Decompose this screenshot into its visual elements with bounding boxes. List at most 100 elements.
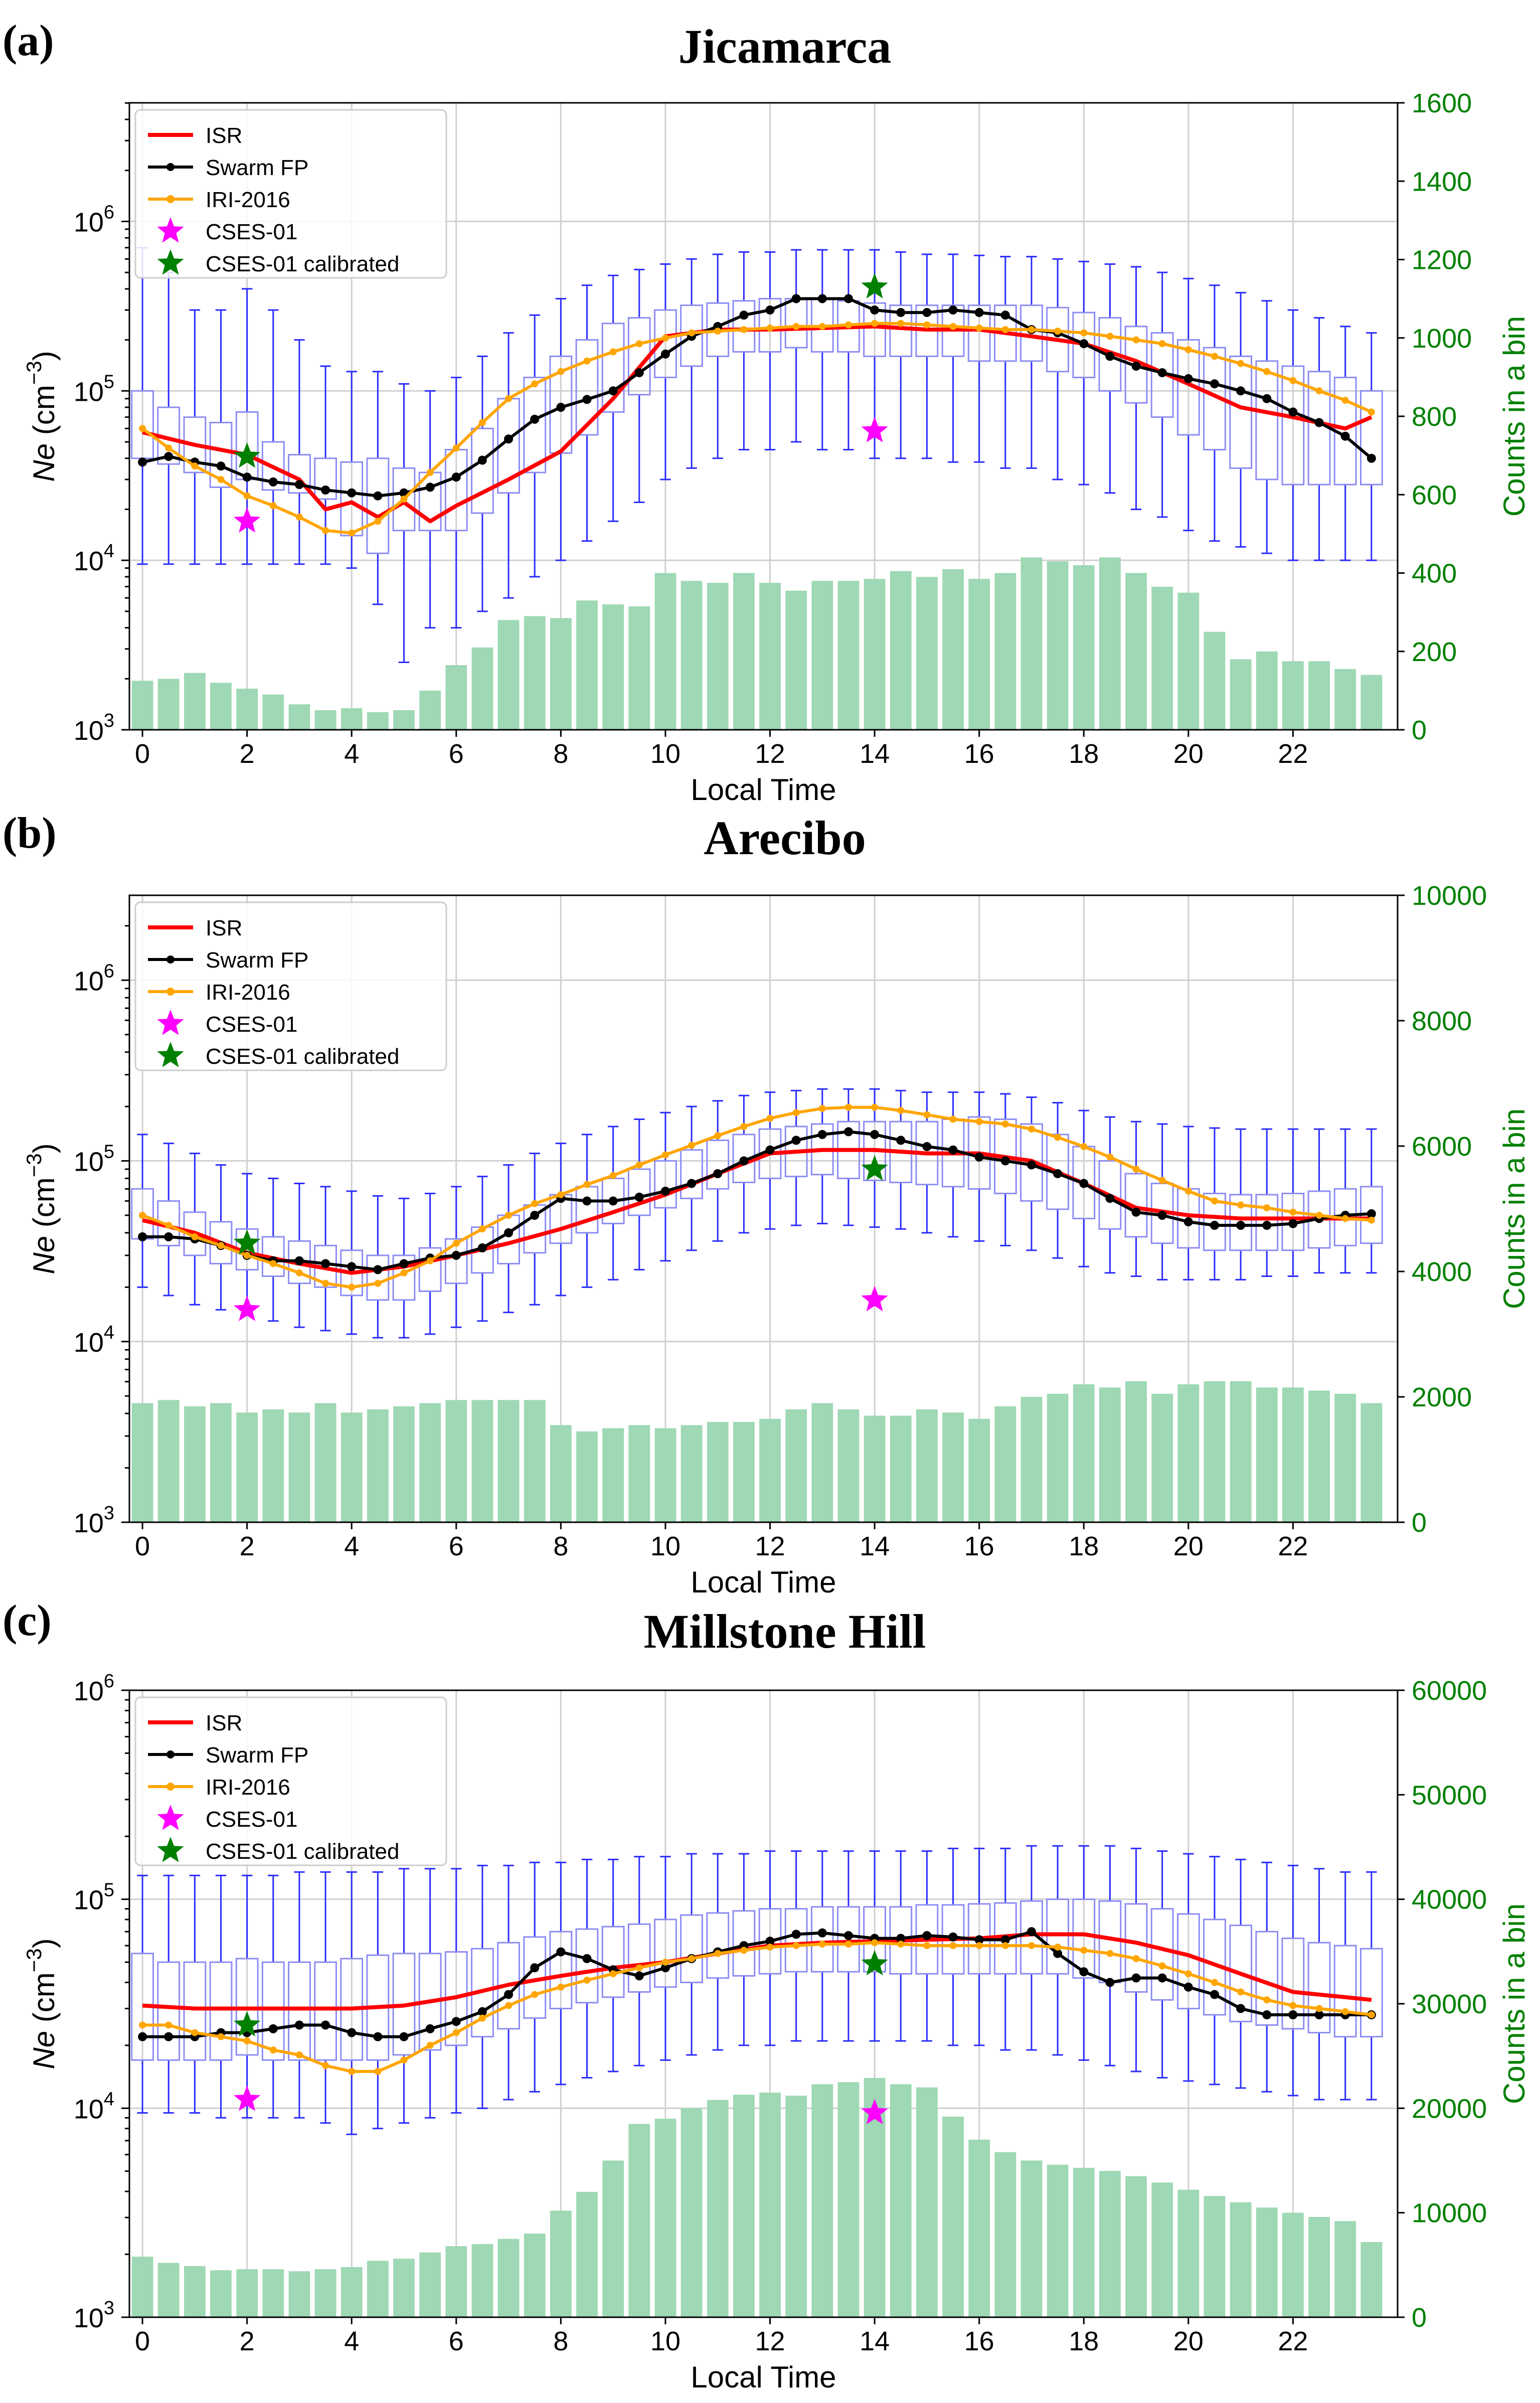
series-point bbox=[740, 1123, 748, 1130]
series-point bbox=[1314, 418, 1324, 427]
legend: ISR Swarm FP IRI-2016 CSES-01 CSES-01 calibr… bbox=[134, 109, 447, 279]
series-point bbox=[138, 2032, 147, 2041]
series-point bbox=[400, 496, 408, 503]
y-tick-label: 103 bbox=[74, 710, 114, 746]
x-tick-label: 2 bbox=[240, 2326, 255, 2356]
x-tick-label: 6 bbox=[449, 2326, 464, 2356]
box-iqr bbox=[1177, 1913, 1200, 2010]
series-point bbox=[975, 1942, 983, 1950]
series-point bbox=[1262, 2010, 1272, 2019]
y-tick-exponent: 5 bbox=[104, 1880, 114, 1901]
y-axis-label-symbol: Ne bbox=[27, 443, 61, 482]
panel-arecibo: (b) Arecibo 0 2 4 6 8 10 12 14 16 18 20 22 Local Tim… bbox=[3, 809, 1531, 1599]
series-line bbox=[142, 1105, 1372, 1289]
series-point bbox=[557, 1191, 565, 1198]
count-bar bbox=[524, 616, 546, 730]
series-point bbox=[374, 2068, 382, 2075]
count-bar bbox=[210, 2270, 232, 2318]
box-iqr bbox=[157, 1961, 181, 2061]
box-plot bbox=[209, 1874, 233, 2119]
count-bar bbox=[968, 2139, 990, 2317]
series-point bbox=[504, 1990, 514, 1999]
series-point bbox=[505, 395, 512, 402]
count-bar bbox=[340, 2267, 363, 2317]
count-bar bbox=[1073, 2168, 1095, 2317]
series-point bbox=[635, 1964, 643, 1972]
count-bar bbox=[811, 2084, 833, 2317]
x-tick-label: 22 bbox=[1278, 739, 1308, 769]
series-point bbox=[845, 1941, 852, 1948]
series-point bbox=[348, 529, 356, 537]
x-tick-label: 12 bbox=[755, 2326, 785, 2356]
count-bar bbox=[471, 2244, 493, 2317]
series-point bbox=[242, 472, 252, 482]
series-point bbox=[1262, 1221, 1272, 1230]
series-point bbox=[1105, 1194, 1115, 1203]
series-point bbox=[1000, 1156, 1010, 1166]
series-point bbox=[477, 2007, 487, 2016]
count-bar bbox=[968, 1418, 990, 1523]
y2-tick-label: 800 bbox=[1412, 402, 1457, 432]
series-point bbox=[896, 1934, 906, 1943]
chart-title: Millstone Hill bbox=[644, 1605, 926, 1658]
box-plot bbox=[183, 1874, 207, 2114]
series-point bbox=[844, 1127, 853, 1137]
series-point bbox=[322, 1279, 329, 1287]
count-bar bbox=[210, 1403, 232, 1522]
series-point bbox=[1236, 1221, 1246, 1230]
series-point bbox=[373, 1265, 383, 1274]
series-point bbox=[1211, 1197, 1218, 1205]
y2-tick-label: 10000 bbox=[1412, 2198, 1487, 2228]
series-point bbox=[975, 325, 983, 332]
series-point bbox=[1158, 340, 1166, 348]
box-iqr bbox=[366, 457, 390, 554]
box-iqr bbox=[1150, 1908, 1174, 2001]
series-point bbox=[609, 348, 617, 356]
box-plot bbox=[288, 1183, 311, 1328]
count-bar bbox=[733, 1422, 755, 1522]
legend-label: Swarm FP bbox=[206, 1743, 308, 1768]
box-plot bbox=[340, 1190, 364, 1335]
series-point bbox=[1288, 1219, 1298, 1228]
box-plot bbox=[967, 254, 991, 463]
series-point bbox=[635, 340, 643, 348]
box-iqr bbox=[810, 1906, 834, 1973]
y2-tick-label: 0 bbox=[1412, 1508, 1427, 1538]
x-tick-label: 10 bbox=[650, 2326, 680, 2356]
y-tick-exponent: 4 bbox=[104, 541, 114, 562]
series-point bbox=[922, 308, 932, 317]
count-bar bbox=[367, 2261, 389, 2317]
count-bar bbox=[340, 1412, 363, 1523]
series-point bbox=[583, 357, 591, 365]
series-point bbox=[504, 434, 514, 444]
x-tick-label: 16 bbox=[964, 1531, 994, 1561]
series-point bbox=[1080, 1947, 1088, 1954]
series-point bbox=[1263, 1204, 1271, 1212]
series-point bbox=[634, 1192, 644, 1202]
box-iqr bbox=[575, 1928, 599, 2004]
count-bar bbox=[288, 704, 310, 730]
series-point bbox=[478, 419, 486, 426]
y-axis-label-unit: (cm bbox=[27, 385, 61, 443]
x-tick-label: 22 bbox=[1278, 2326, 1308, 2356]
y2-tick-label: 600 bbox=[1412, 480, 1457, 510]
count-bar bbox=[785, 590, 807, 730]
series-point bbox=[1028, 1942, 1035, 1950]
x-tick-label: 18 bbox=[1069, 1531, 1099, 1561]
count-bar bbox=[445, 665, 467, 730]
series-point bbox=[949, 323, 957, 330]
legend-label: CSES-01 calibrated bbox=[206, 1044, 399, 1069]
count-bar bbox=[1360, 675, 1383, 730]
series-point bbox=[1315, 1212, 1323, 1219]
box-iqr bbox=[183, 1961, 207, 2061]
series-point bbox=[1210, 379, 1219, 389]
box-iqr bbox=[1333, 1945, 1357, 2038]
series-point bbox=[1288, 2010, 1298, 2019]
series-point bbox=[818, 1105, 826, 1112]
y-tick-base: 10 bbox=[74, 546, 104, 576]
box-plot bbox=[1229, 291, 1253, 548]
box-iqr bbox=[1360, 1948, 1383, 2038]
box-plot bbox=[1150, 271, 1174, 518]
